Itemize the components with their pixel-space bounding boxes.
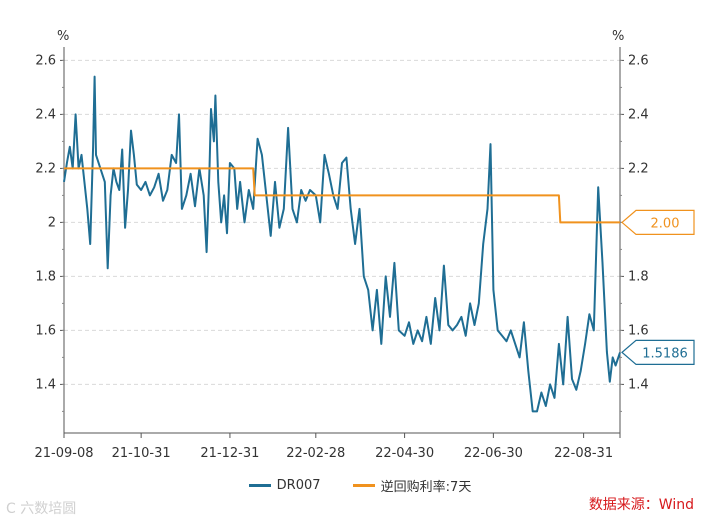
x-tick-label: 22-02-28 — [286, 446, 345, 461]
right-tick-label: 1.6 — [628, 323, 649, 338]
value-callout-label: 2.00 — [651, 216, 680, 231]
legend-label-reverse-repo: 逆回购利率:7天 — [380, 480, 472, 495]
right-axis-unit: % — [612, 29, 624, 44]
right-tick-label: 2.6 — [628, 53, 649, 68]
series-line-dr007 — [63, 75, 621, 413]
right-tick-label: 2.2 — [628, 161, 649, 176]
x-tick-label: 22-06-30 — [464, 446, 523, 461]
value-callout-label: 1.5186 — [642, 346, 688, 361]
left-tick-label: 1.8 — [35, 269, 56, 284]
x-tick-label: 21-10-31 — [112, 446, 171, 461]
axes — [63, 47, 621, 434]
right-tick-label: 2.4 — [628, 107, 649, 122]
x-tick-label: 21-09-08 — [34, 446, 93, 461]
x-axis-ticks: 21-09-08 21-10-31 21-12-31 22-02-28 22-04-30… — [34, 433, 621, 461]
left-tick-label: 2.2 — [35, 161, 56, 176]
left-axis-ticks: 2.6 2.4 2.2 2 1.8 1.6 1.4 — [35, 53, 64, 412]
left-axis-unit: % — [57, 29, 69, 44]
legend-item-reverse-repo[interactable]: 逆回购利率:7天 — [352, 476, 472, 495]
x-tick-label: 22-04-30 — [375, 446, 434, 461]
left-tick-label: 2.6 — [35, 53, 56, 68]
callouts: 2.00 1.5186 — [621, 209, 695, 365]
right-tick-label: 1.8 — [628, 269, 649, 284]
x-tick-label: 21-12-31 — [200, 446, 259, 461]
legend-label-dr007: DR007 — [276, 478, 321, 493]
x-tick-label: 22-08-31 — [554, 446, 613, 461]
right-tick-label: 1.4 — [628, 377, 649, 392]
legend-swatch-dr007 — [248, 484, 271, 487]
series-line-reverse-repo — [64, 167, 620, 224]
legend: DR007 逆回购利率:7天 — [0, 476, 720, 495]
source-label: 数据来源：Wind — [588, 497, 694, 513]
series-layer — [63, 75, 621, 413]
gridlines — [64, 59, 620, 385]
value-callout-box — [621, 209, 695, 235]
left-tick-label: 1.6 — [35, 323, 56, 338]
legend-swatch-reverse-repo — [352, 484, 375, 487]
watermark: C 六数培圆 — [6, 501, 77, 517]
legend-item-dr007[interactable]: DR007 — [248, 478, 321, 493]
left-tick-label: 2.4 — [35, 107, 56, 122]
left-tick-label: 2 — [48, 215, 56, 230]
left-tick-label: 1.4 — [35, 377, 56, 392]
value-callout-box — [621, 339, 695, 365]
